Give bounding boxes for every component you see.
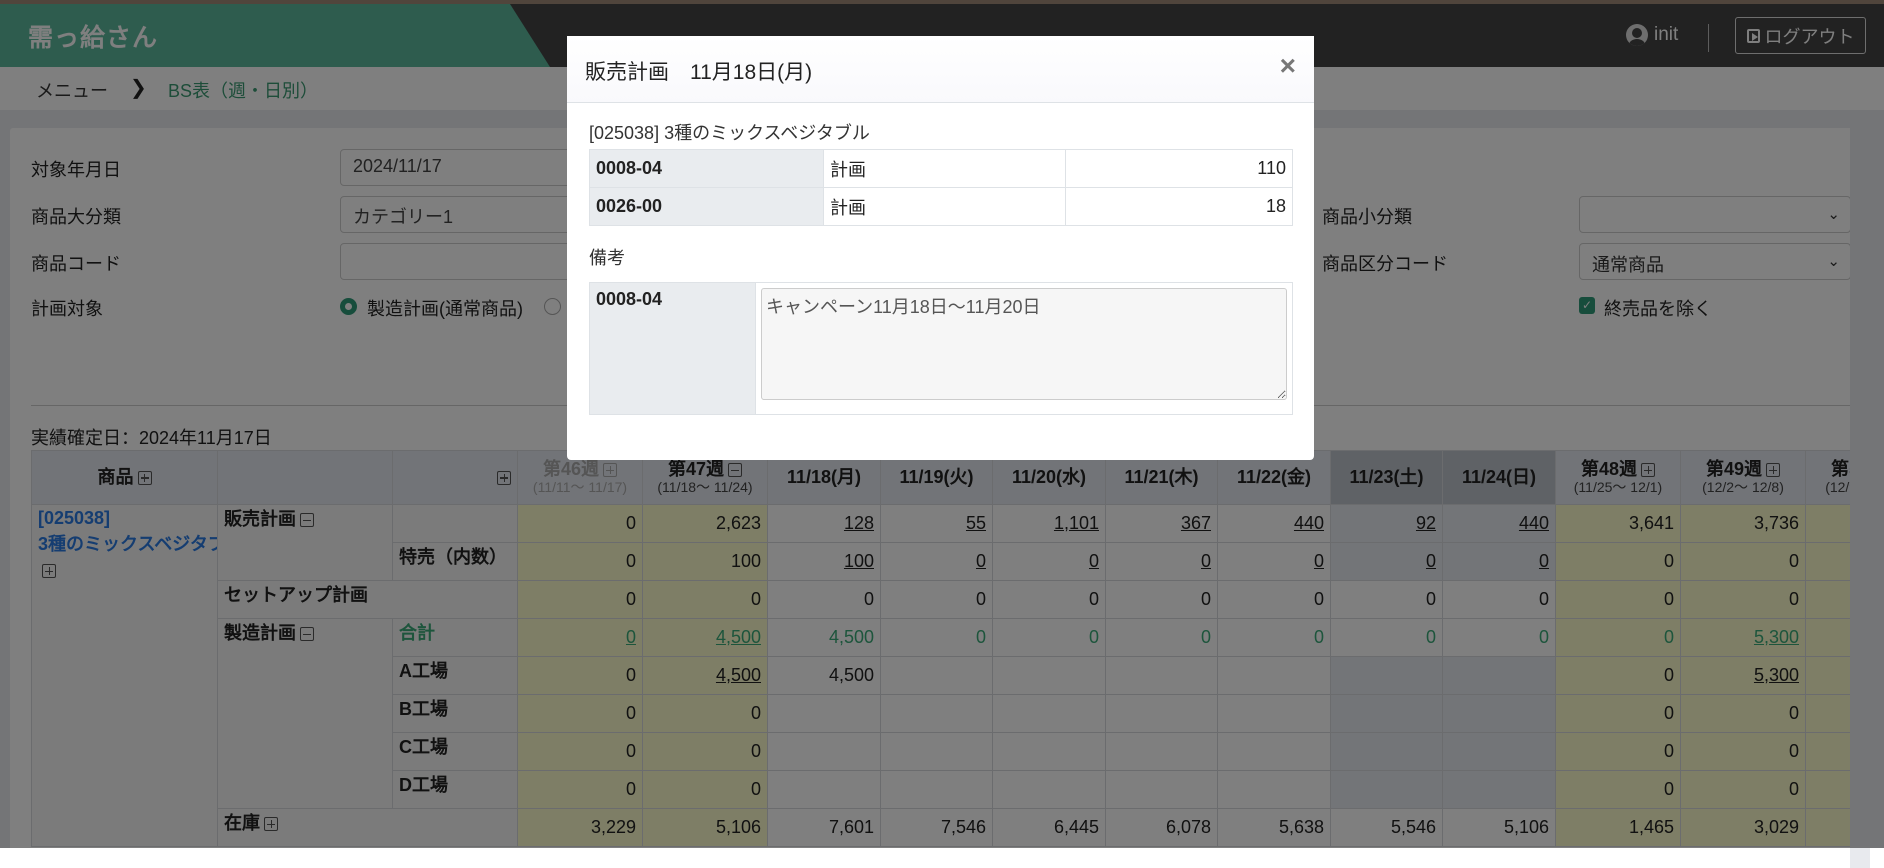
plan-type: 計画 — [823, 187, 1066, 226]
remark-code: 0008-04 — [589, 282, 756, 415]
plan-value: 18 — [1065, 187, 1293, 226]
table-row: 0008-04 計画 110 — [589, 149, 1293, 188]
plan-value: 110 — [1065, 149, 1293, 188]
modal-title: 販売計画 11月18日(月) — [585, 61, 813, 84]
modal-body: [025038] 3種のミックスベジタブル 0008-04 計画 110 002… — [567, 103, 1314, 415]
plan-table: 0008-04 計画 110 0026-00 計画 18 — [589, 149, 1293, 226]
plan-code: 0008-04 — [589, 149, 824, 188]
remarks-table: 0008-04 キャンペーン11月18日～11月20日 — [589, 282, 1293, 415]
table-row: 0026-00 計画 18 — [589, 187, 1293, 226]
remark-cell: キャンペーン11月18日～11月20日 — [755, 282, 1293, 415]
modal-product: [025038] 3種のミックスベジタブル — [589, 123, 870, 143]
close-icon[interactable]: × — [1279, 50, 1296, 81]
plan-type: 計画 — [823, 149, 1066, 188]
modal-header: 販売計画 11月18日(月) × — [567, 36, 1314, 103]
remark-textarea[interactable]: キャンペーン11月18日～11月20日 — [761, 288, 1287, 400]
table-row: 0008-04 キャンペーン11月18日～11月20日 — [589, 282, 1293, 415]
plan-code: 0026-00 — [589, 187, 824, 226]
remarks-label: 備考 — [589, 248, 625, 268]
sales-plan-modal: 販売計画 11月18日(月) × [025038] 3種のミックスベジタブル 0… — [567, 36, 1314, 460]
